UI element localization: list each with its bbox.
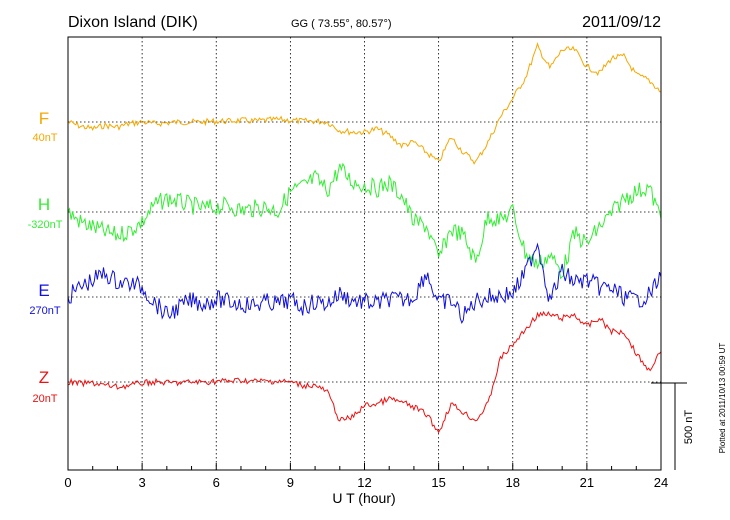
series-name-z: Z	[39, 368, 49, 387]
x-tick-label: 21	[580, 475, 594, 490]
series-name-e: E	[38, 281, 49, 300]
station-title: Dixon Island (DIK)	[68, 14, 198, 31]
data-curves	[67, 42, 662, 434]
x-tick-label: 9	[287, 475, 294, 490]
series-baseline-f: 40nT	[32, 132, 57, 144]
scale-bar-label: 500 nT	[683, 410, 695, 445]
plotted-timestamp: Plotted at 2011/10/13 00:59 UT	[718, 343, 727, 454]
series-baseline-z: 20nT	[32, 393, 57, 405]
date-label: 2011/09/12	[582, 14, 661, 31]
scale-bar	[651, 382, 687, 470]
x-tick-label: 3	[139, 475, 146, 490]
series-line-z	[67, 310, 662, 434]
series-line-e	[67, 242, 662, 325]
series-baseline-e: 270nT	[29, 305, 60, 317]
grid-lines	[68, 36, 661, 470]
series-name-f: F	[39, 109, 49, 128]
x-tick-label: 24	[654, 475, 668, 490]
x-axis-ticks: 0 3 6 9 12 15 18 21 24	[64, 463, 668, 490]
x-tick-label: 12	[357, 475, 371, 490]
x-tick-label: 18	[506, 475, 520, 490]
coordinates-label: GG ( 73.55°, 80.57°)	[291, 18, 392, 30]
x-axis-label: U T (hour)	[332, 490, 395, 506]
series-line-h	[67, 162, 662, 280]
series-line-f	[67, 42, 662, 165]
x-tick-label: 0	[64, 475, 71, 490]
x-tick-label: 6	[213, 475, 220, 490]
series-baseline-h: -320nT	[28, 219, 63, 231]
x-tick-label: 15	[431, 475, 445, 490]
series-name-h: H	[38, 195, 50, 214]
series-labels: F 40nT H -320nT E 270nT Z 20nT	[28, 109, 63, 405]
